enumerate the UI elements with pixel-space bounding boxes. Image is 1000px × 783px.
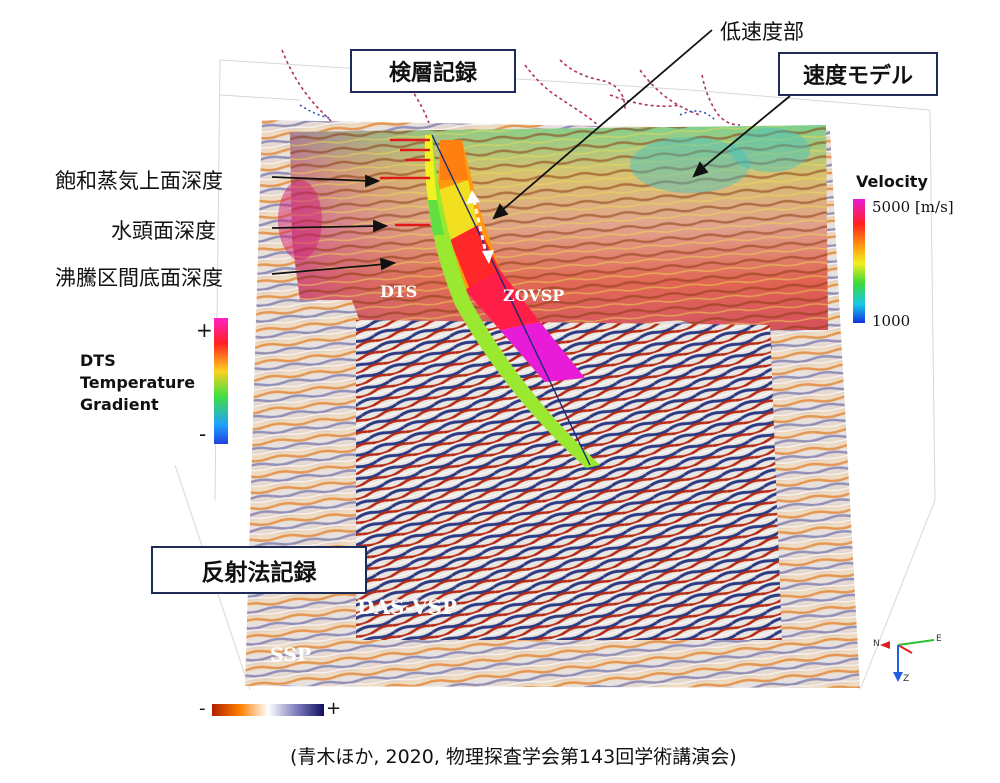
velocity-left-high [278,180,322,260]
bounding-box-lines [174,59,936,691]
orientation-triad [880,639,935,682]
dts-legend-plus: + [196,318,213,342]
blue-well-trajectories [299,104,716,121]
dts-curve-mid [428,200,444,235]
triad-n: N [873,639,880,649]
logging-record-label: 検層記録 [350,49,516,93]
das-vsp-label: DAS-VSP [357,595,457,619]
well-path [431,134,591,466]
seismic-legend-minus: - [199,698,206,719]
zovsp-label: ZOVSP [503,286,565,305]
velocity-model-texture [290,125,828,350]
ssp-label: SSP [270,644,312,666]
pointer-arrows [271,29,791,275]
seismic-legend-plus: + [326,698,342,719]
velocity-model-label: 速度モデル [778,52,938,96]
dts-legend-line2: Temperature [80,373,196,392]
velocity-legend-max: 5000 [m/s] [872,198,954,216]
triad-z: Z [903,674,910,684]
dts-legend-line3: Gradient [80,395,159,414]
velocity-legend-title: Velocity [856,172,928,191]
velocity-colorbar [853,199,865,323]
logging-spikes [380,138,430,227]
zovsp-band-low [500,322,585,382]
well-trajectories [281,49,741,131]
dts-curve [424,135,600,468]
water-head-depth-label: 水頭面深度 [111,219,216,243]
zovsp-band-red [465,270,540,330]
citation: (青木ほか, 2020, 物理探査学会第143回学術講演会) [290,746,737,768]
seismic-colorbar [212,704,324,716]
zovsp-band-yellow [438,180,478,240]
low-velocity-region [630,137,750,193]
dts-legend-line1: DTS [80,351,116,370]
das-vsp-shade [356,320,782,640]
dts-label: DTS [380,282,418,301]
triad-e: E [936,634,942,644]
low-velocity-double-arrow [466,190,494,264]
reflection-record-label: 反射法記録 [151,546,367,594]
zovsp-band-top [440,140,468,180]
das-vsp-panel [356,320,782,640]
low-velocity-label: 低速度部 [720,20,804,44]
saturated-steam-depth-label: 飽和蒸気上面深度 [55,169,223,193]
dts-colorbar [214,318,228,444]
dts-legend-minus: - [199,422,207,446]
low-velocity-region-2 [730,128,810,172]
velocity-legend-min: 1000 [872,312,911,330]
boiling-interval-bottom-label: 沸騰区間底面深度 [55,266,223,290]
zovsp-band-mid [450,225,500,290]
